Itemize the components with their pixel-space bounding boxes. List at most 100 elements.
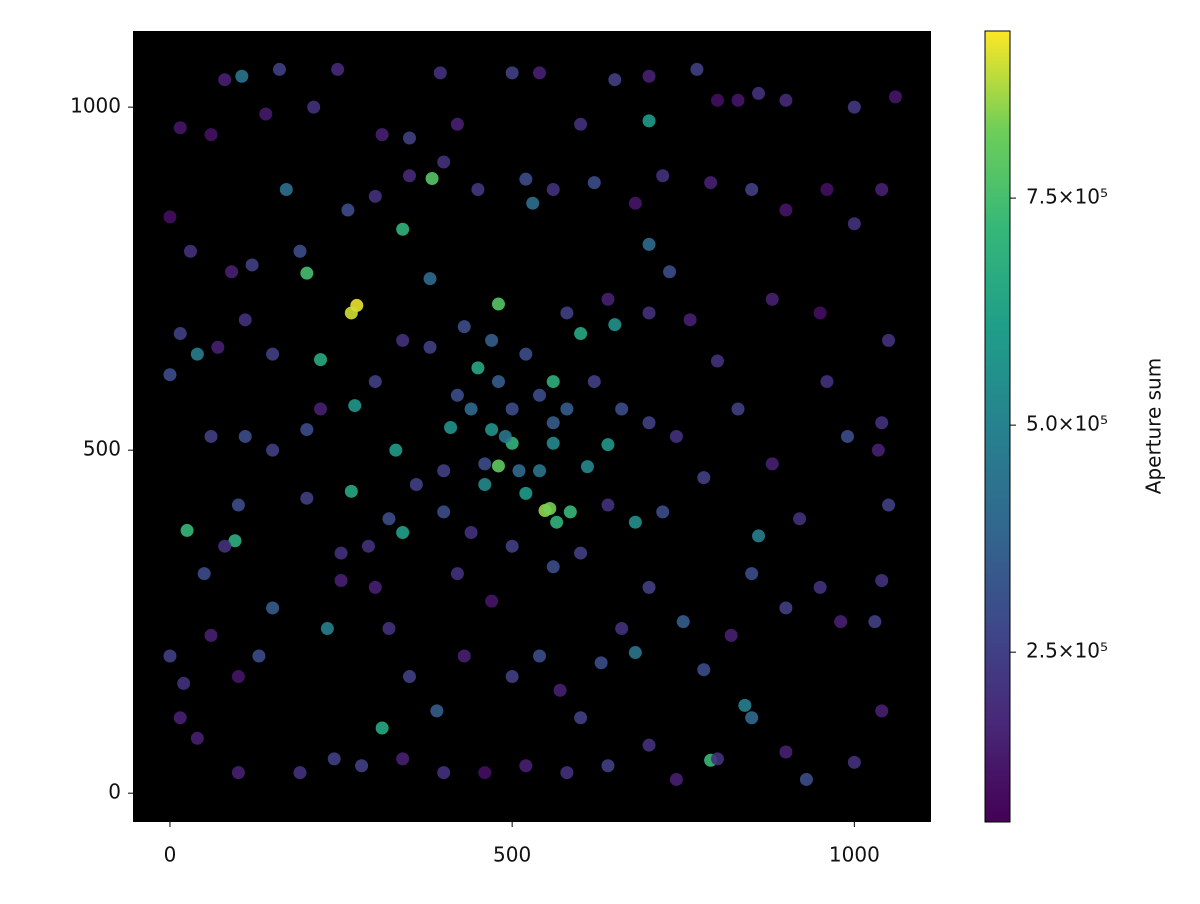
point xyxy=(550,515,564,529)
point xyxy=(382,622,396,636)
point xyxy=(642,114,656,128)
point xyxy=(519,759,533,773)
point xyxy=(307,100,321,114)
point xyxy=(300,266,314,280)
point xyxy=(183,244,197,258)
point xyxy=(225,265,239,279)
plot-area xyxy=(133,31,931,822)
point xyxy=(368,375,382,389)
point xyxy=(396,752,410,766)
point xyxy=(793,512,807,526)
point xyxy=(813,580,827,594)
point xyxy=(888,90,902,104)
point xyxy=(402,131,416,145)
point xyxy=(197,567,211,581)
point xyxy=(231,498,245,512)
point xyxy=(642,237,656,251)
colorbar-tick-label: 7.5×10⁵ xyxy=(1026,185,1108,209)
point xyxy=(533,388,547,402)
point xyxy=(875,704,889,718)
point xyxy=(402,169,416,183)
point xyxy=(478,477,492,491)
point xyxy=(334,574,348,588)
point xyxy=(847,100,861,114)
point xyxy=(882,498,896,512)
point xyxy=(546,182,560,196)
point xyxy=(724,628,738,642)
point xyxy=(173,121,187,135)
point xyxy=(875,182,889,196)
point xyxy=(361,539,375,553)
point xyxy=(238,429,252,443)
point xyxy=(871,443,885,457)
point xyxy=(669,772,683,786)
point xyxy=(710,354,724,368)
point xyxy=(690,62,704,76)
x-tick-label: 500 xyxy=(493,843,531,867)
point xyxy=(272,62,286,76)
point xyxy=(519,172,533,186)
point xyxy=(300,491,314,505)
point xyxy=(320,622,334,636)
point xyxy=(560,766,574,780)
point xyxy=(574,327,588,341)
point xyxy=(656,169,670,183)
y-tick-label: 0 xyxy=(108,780,121,804)
point xyxy=(491,375,505,389)
x-tick-label: 0 xyxy=(164,843,177,867)
point xyxy=(437,155,451,169)
point xyxy=(697,471,711,485)
point xyxy=(765,457,779,471)
point xyxy=(601,498,615,512)
point xyxy=(543,501,557,515)
point xyxy=(402,670,416,684)
point xyxy=(238,313,252,327)
colorbar-tick-label: 5.0×10⁵ xyxy=(1026,412,1108,436)
y-tick-label: 500 xyxy=(83,437,121,461)
point xyxy=(505,539,519,553)
point xyxy=(546,375,560,389)
point xyxy=(615,622,629,636)
point xyxy=(382,512,396,526)
point xyxy=(642,738,656,752)
point xyxy=(423,272,437,286)
x-tick-label: 1000 xyxy=(829,843,880,867)
point xyxy=(628,196,642,210)
point xyxy=(512,464,526,478)
point xyxy=(437,766,451,780)
point xyxy=(813,306,827,320)
point xyxy=(505,66,519,80)
point xyxy=(204,128,218,142)
point xyxy=(533,649,547,663)
point xyxy=(594,656,608,670)
point xyxy=(478,766,492,780)
point xyxy=(601,759,615,773)
point xyxy=(745,182,759,196)
point xyxy=(266,347,280,361)
point xyxy=(738,698,752,712)
point xyxy=(457,320,471,334)
point xyxy=(546,560,560,574)
point xyxy=(368,189,382,203)
point xyxy=(875,416,889,430)
point xyxy=(444,421,458,435)
point xyxy=(745,711,759,725)
point xyxy=(841,429,855,443)
point xyxy=(259,107,273,121)
point xyxy=(752,529,766,543)
point xyxy=(375,721,389,735)
point xyxy=(587,375,601,389)
point xyxy=(266,443,280,457)
point xyxy=(464,402,478,416)
point xyxy=(163,649,177,663)
point xyxy=(642,306,656,320)
point xyxy=(847,755,861,769)
point xyxy=(642,580,656,594)
point xyxy=(450,388,464,402)
point xyxy=(344,484,358,498)
point xyxy=(177,676,191,690)
point xyxy=(300,423,314,437)
point xyxy=(731,402,745,416)
point xyxy=(580,460,594,474)
